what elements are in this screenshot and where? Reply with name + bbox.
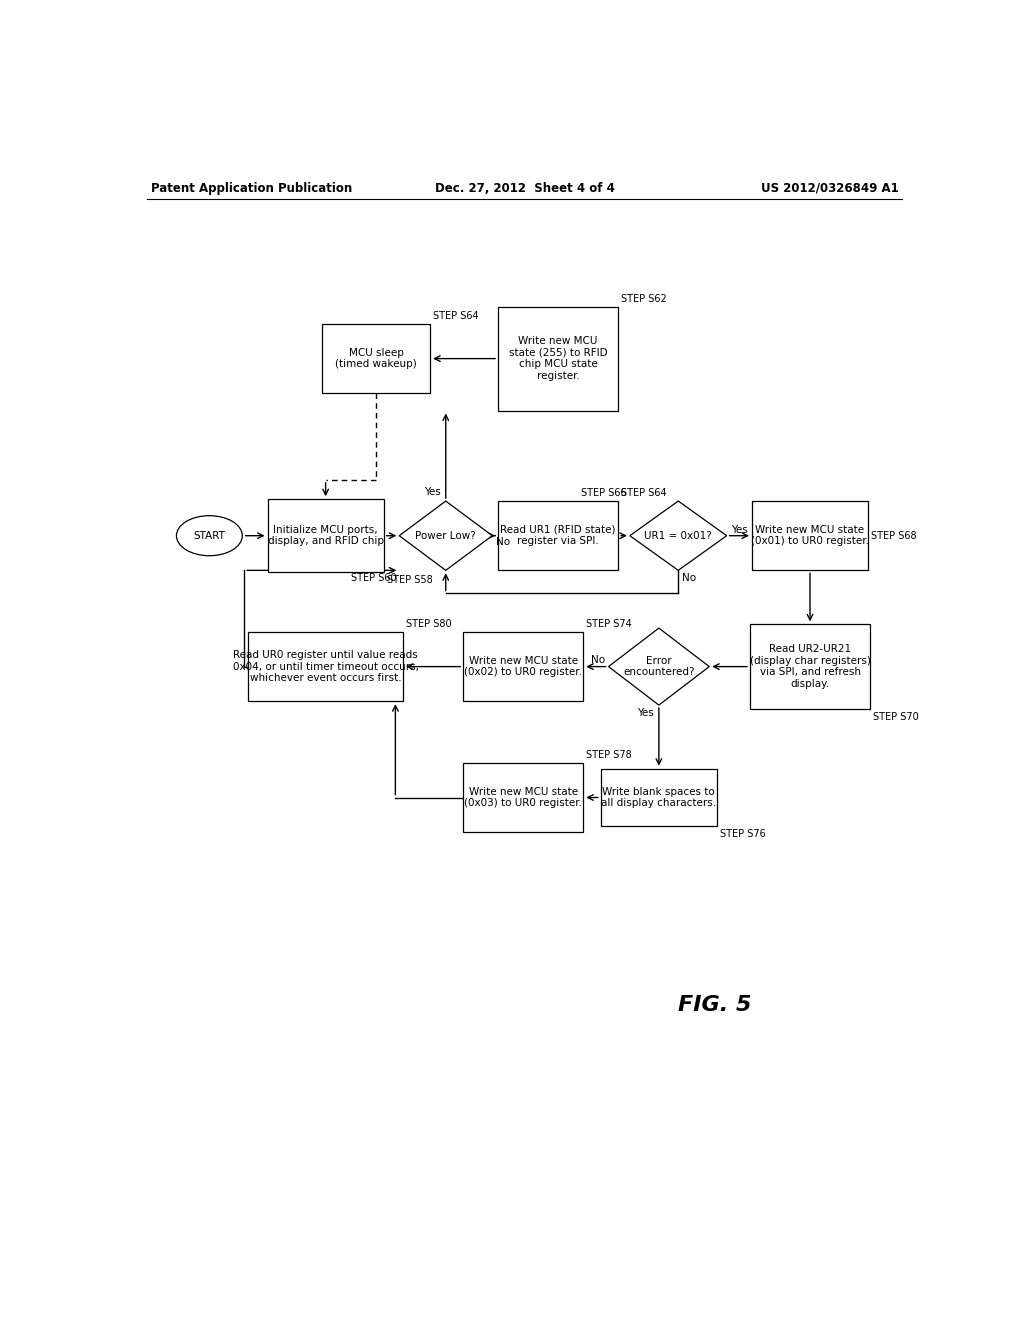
Text: Write new MCU
state (255) to RFID
chip MCU state
register.: Write new MCU state (255) to RFID chip M… [509, 337, 607, 381]
Text: STEP S70: STEP S70 [873, 711, 919, 722]
Text: Write new MCU state
(0x03) to UR0 register.: Write new MCU state (0x03) to UR0 regist… [464, 787, 583, 808]
Bar [322, 323, 430, 393]
Text: No: No [591, 656, 604, 665]
Bar [248, 632, 403, 701]
Text: Yes: Yes [730, 524, 748, 535]
Bar [463, 632, 584, 701]
Text: Yes: Yes [637, 708, 653, 718]
Text: Read UR0 register until value reads
0x04, or until timer timeout occurs,
whichev: Read UR0 register until value reads 0x04… [232, 649, 419, 684]
Text: Dec. 27, 2012  Sheet 4 of 4: Dec. 27, 2012 Sheet 4 of 4 [435, 182, 614, 194]
Text: Write new MCU state
(0x02) to UR0 register.: Write new MCU state (0x02) to UR0 regist… [464, 656, 583, 677]
Bar [750, 624, 870, 709]
Text: STEP S76: STEP S76 [720, 829, 766, 840]
Text: US 2012/0326849 A1: US 2012/0326849 A1 [762, 182, 899, 194]
Text: Initialize MCU ports,
display, and RFID chip: Initialize MCU ports, display, and RFID … [267, 525, 384, 546]
Text: STEP S68: STEP S68 [871, 531, 916, 541]
Text: No: No [682, 573, 696, 583]
Text: MCU sleep
(timed wakeup): MCU sleep (timed wakeup) [335, 347, 417, 370]
Text: STEP S66: STEP S66 [581, 488, 627, 498]
Text: UR1 = 0x01?: UR1 = 0x01? [644, 531, 712, 541]
Text: Patent Application Publication: Patent Application Publication [152, 182, 352, 194]
Text: START: START [194, 531, 225, 541]
Text: STEP S74: STEP S74 [587, 619, 632, 628]
Text: STEP S60: STEP S60 [350, 573, 396, 583]
Text: Read UR2-UR21
(display char registers)
via SPI, and refresh
display.: Read UR2-UR21 (display char registers) v… [750, 644, 870, 689]
Polygon shape [399, 502, 493, 570]
Text: Yes: Yes [424, 487, 440, 496]
Text: Write blank spaces to
all display characters.: Write blank spaces to all display charac… [601, 787, 717, 808]
Text: STEP S64: STEP S64 [622, 488, 667, 498]
Text: Read UR1 (RFID state)
register via SPI.: Read UR1 (RFID state) register via SPI. [501, 525, 615, 546]
Text: STEP S58: STEP S58 [387, 576, 432, 585]
Text: Power Low?: Power Low? [416, 531, 476, 541]
Bar [498, 502, 618, 570]
Text: STEP S80: STEP S80 [407, 619, 452, 628]
Ellipse shape [176, 516, 243, 556]
Text: STEP S64: STEP S64 [433, 312, 479, 321]
Bar [267, 499, 384, 573]
Bar [463, 763, 584, 832]
Text: Write new MCU state
(0x01) to UR0 register.: Write new MCU state (0x01) to UR0 regist… [751, 525, 869, 546]
Polygon shape [608, 628, 710, 705]
Text: STEP S78: STEP S78 [587, 750, 632, 760]
Polygon shape [630, 502, 727, 570]
Text: FIG. 5: FIG. 5 [678, 995, 752, 1015]
Text: STEP S62: STEP S62 [622, 293, 667, 304]
Bar [498, 306, 618, 411]
Bar [752, 502, 868, 570]
Text: Error
encountered?: Error encountered? [624, 656, 694, 677]
Text: No: No [496, 537, 510, 546]
Bar [601, 768, 717, 826]
